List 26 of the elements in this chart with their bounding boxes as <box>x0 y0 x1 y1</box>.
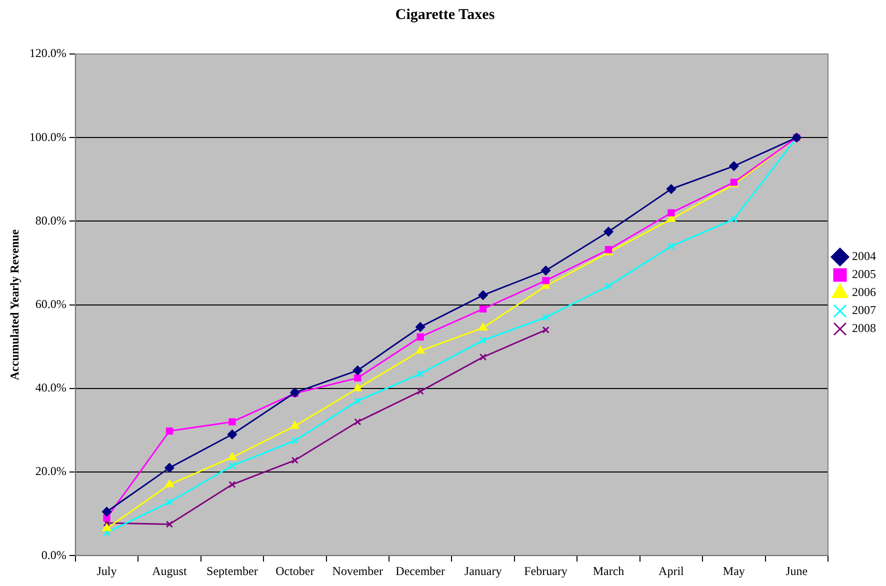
y-axis-title: Accumulated Yearly Revenue <box>7 228 22 380</box>
x-tick-label: September <box>206 564 258 578</box>
legend-label: 2006 <box>852 285 876 300</box>
legend-label: 2007 <box>852 303 876 318</box>
y-tick-label: 0.0% <box>41 548 66 562</box>
x-tick-label: October <box>276 564 314 578</box>
x-tick-label: June <box>786 564 808 578</box>
x-tick-label: December <box>396 564 445 578</box>
legend-label: 2008 <box>852 321 876 336</box>
x-tick-label: January <box>464 564 502 578</box>
x-tick-label: July <box>96 564 117 578</box>
x-tick-label: March <box>592 564 624 578</box>
legend-label: 2004 <box>852 249 876 264</box>
y-tick-label: 40.0% <box>35 380 66 395</box>
y-tick-label: 100.0% <box>29 130 66 144</box>
x-tick-label: August <box>152 564 188 578</box>
y-tick-label: 120.0% <box>29 46 66 60</box>
y-tick-label: 20.0% <box>35 464 66 478</box>
x-tick-label: May <box>722 564 745 578</box>
x-tick-label: April <box>658 564 685 578</box>
x-tick-label: November <box>332 564 383 578</box>
x-tick-label: February <box>524 564 568 578</box>
y-tick-label: 80.0% <box>35 213 66 228</box>
chart-title: Cigarette Taxes <box>395 6 495 23</box>
legend-label: 2005 <box>852 267 876 282</box>
y-tick-label: 60.0% <box>35 296 66 311</box>
